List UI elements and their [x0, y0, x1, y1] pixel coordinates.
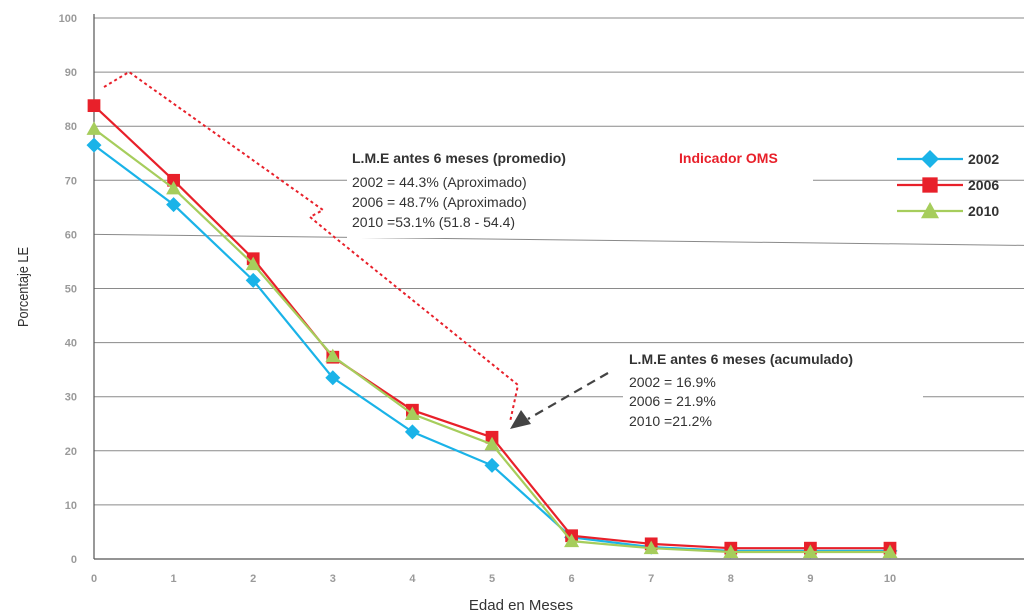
data-point-2010 [802, 544, 818, 558]
data-point-2010 [404, 406, 420, 421]
data-point-2010 [882, 544, 898, 558]
legend-marker-2006 [922, 177, 938, 193]
data-point-2010 [166, 180, 182, 195]
data-point-2006 [87, 99, 101, 113]
annotation-indicator-oms: Indicador OMS [679, 150, 778, 166]
x-tick-label: 6 [569, 573, 575, 585]
x-axis-title: Edad en Meses [469, 597, 573, 614]
annotation-promedio-line-2006: 2006 = 48.7% (Aproximado) [352, 194, 527, 210]
data-point-2002 [325, 370, 341, 386]
legend-marker-2002 [921, 150, 939, 168]
x-tick-label: 10 [884, 573, 896, 585]
annotation-acumulado-line-2006: 2006 = 21.9% [629, 393, 716, 409]
x-tick-label: 7 [648, 573, 654, 585]
x-tick-label: 2 [250, 573, 256, 585]
annotation-promedio: L.M.E antes 6 meses (promedio) Indicador… [347, 146, 813, 238]
data-point-2010 [564, 533, 580, 548]
legend-marker-2010 [921, 202, 939, 219]
x-tick-label: 4 [409, 573, 416, 585]
annotation-acumulado-line-2002: 2002 = 16.9% [629, 374, 716, 390]
y-tick-label: 100 [59, 13, 77, 25]
data-point-2010 [643, 540, 659, 555]
grid-lines [93, 17, 1025, 506]
series-2010 [86, 121, 898, 558]
x-tick-label: 3 [330, 573, 336, 585]
y-tick-label: 60 [65, 229, 77, 241]
data-point-2002 [86, 137, 102, 153]
annotation-shapes [103, 70, 676, 429]
data-point-2010 [245, 256, 261, 271]
series-layer [86, 99, 898, 559]
y-tick-labels: 0 10 20 30 40 50 60 70 80 90 100 [59, 13, 77, 566]
dotted-bracket [103, 70, 520, 423]
legend-label-2002: 2002 [968, 151, 999, 167]
annotation-promedio-line-2002: 2002 = 44.3% (Aproximado) [352, 174, 527, 190]
data-point-2002 [166, 197, 182, 213]
y-tick-label: 80 [65, 121, 77, 133]
y-tick-label: 20 [65, 446, 77, 458]
dashed-pointer-arrowhead [510, 410, 531, 429]
y-tick-label: 0 [71, 554, 77, 566]
y-tick-label: 10 [65, 500, 77, 512]
x-tick-label: 9 [807, 573, 813, 585]
legend-label-2006: 2006 [968, 177, 999, 193]
x-tick-label: 0 [91, 573, 97, 585]
data-point-2010 [86, 121, 102, 135]
annotation-acumulado-line-2010: 2010 =21.2% [629, 413, 712, 429]
x-tick-label: 8 [728, 573, 734, 585]
x-tick-label: 5 [489, 573, 495, 585]
y-tick-label: 90 [65, 67, 77, 79]
legend-label-2010: 2010 [968, 203, 999, 219]
y-tick-label: 40 [65, 338, 77, 350]
data-point-2006 [167, 173, 180, 187]
data-point-2002 [484, 457, 500, 473]
legend: 2002 2006 2010 [897, 150, 999, 219]
annotation-promedio-background [347, 146, 813, 238]
y-tick-label: 50 [65, 284, 77, 296]
dashed-pointer-line [527, 372, 609, 420]
annotation-acumulado-background [623, 349, 923, 435]
gridline-60 [93, 233, 1025, 246]
y-axis-title: Porcentaje LE [14, 247, 31, 327]
annotation-promedio-line-2010: 2010 =53.1% (51.8 - 54.4) [352, 214, 515, 230]
axes [93, 14, 1024, 560]
annotation-promedio-heading: L.M.E antes 6 meses (promedio) [352, 150, 566, 166]
x-tick-labels: 0 1 2 3 4 5 6 7 8 9 10 [91, 573, 896, 585]
x-tick-label: 1 [171, 573, 177, 585]
data-point-2002 [404, 424, 420, 440]
data-point-2002 [245, 272, 261, 288]
annotation-acumulado: L.M.E antes 6 meses (acumulado) 2002 = 1… [623, 349, 923, 435]
annotation-acumulado-heading: L.M.E antes 6 meses (acumulado) [629, 351, 853, 367]
data-point-2010 [484, 436, 500, 451]
y-tick-label: 70 [65, 175, 77, 187]
y-tick-label: 30 [65, 392, 77, 404]
data-point-2010 [723, 544, 739, 558]
data-point-2010 [325, 348, 341, 363]
